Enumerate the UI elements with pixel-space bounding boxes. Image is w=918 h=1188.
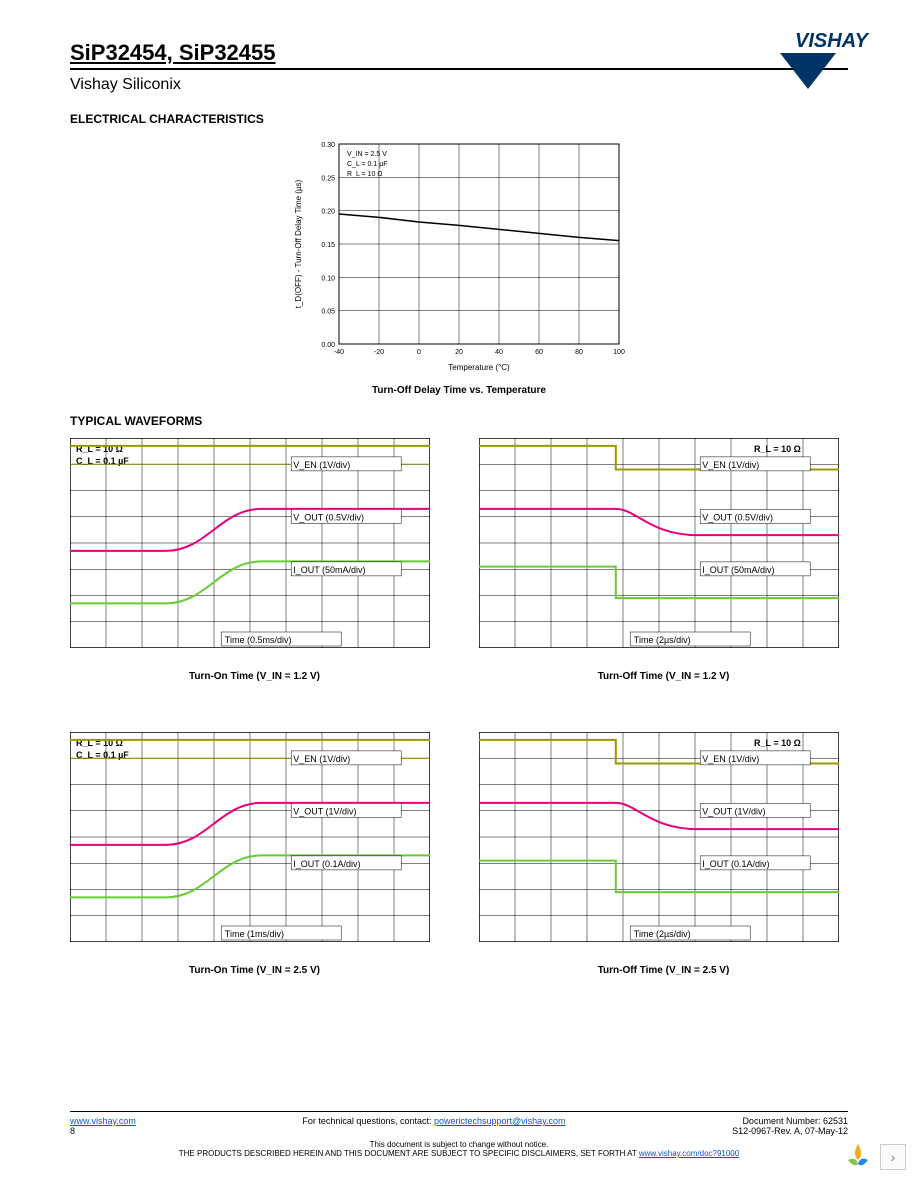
svg-text:60: 60 — [535, 349, 543, 356]
vishay-logo: VISHAY — [748, 30, 868, 90]
logo-triangle-icon — [780, 53, 836, 89]
next-page-button[interactable]: › — [880, 1144, 906, 1170]
section-electrical: ELECTRICAL CHARACTERISTICS — [70, 112, 848, 126]
svg-text:I_OUT (0.1A/div): I_OUT (0.1A/div) — [293, 859, 360, 869]
scope-plot: R_L = 10 ΩC_L = 0.1 µFV_EN (1V/div)V_OUT… — [70, 732, 430, 942]
footer-email[interactable]: powerictechsupport@vishay.com — [434, 1116, 566, 1126]
waveform-caption: Turn-On Time (V_IN = 2.5 V) — [70, 965, 439, 976]
svg-text:V_EN (1V/div): V_EN (1V/div) — [293, 460, 350, 470]
svg-text:-40: -40 — [334, 349, 344, 356]
svg-text:Time (0.5ms/div): Time (0.5ms/div) — [225, 635, 292, 645]
svg-text:0.10: 0.10 — [321, 275, 335, 282]
scope-plot: R_L = 10 ΩC_L = 0.1 µFV_EN (1V/div)V_OUT… — [479, 438, 839, 648]
waveform-3: R_L = 10 ΩC_L = 0.1 µFV_EN (1V/div)V_OUT… — [479, 732, 848, 976]
svg-text:0.00: 0.00 — [321, 342, 335, 349]
waveform-caption: Turn-Off Time (V_IN = 1.2 V) — [479, 671, 848, 682]
disclaimer-url[interactable]: www.vishay.com/doc?91000 — [639, 1149, 739, 1158]
svg-text:0.15: 0.15 — [321, 242, 335, 249]
svg-text:t_D(OFF) - Turn-Off Delay Time: t_D(OFF) - Turn-Off Delay Time (µs) — [294, 179, 303, 308]
svg-text:0.05: 0.05 — [321, 309, 335, 316]
svg-text:V_EN (1V/div): V_EN (1V/div) — [702, 754, 759, 764]
disclaimer-2: THE PRODUCTS DESCRIBED HEREIN AND THIS D… — [179, 1149, 637, 1158]
svg-text:V_OUT (0.5V/div): V_OUT (0.5V/div) — [702, 512, 773, 522]
svg-text:Temperature (°C): Temperature (°C) — [448, 363, 510, 372]
svg-text:Time (2µs/div): Time (2µs/div) — [634, 635, 691, 645]
svg-text:40: 40 — [495, 349, 503, 356]
svg-text:V_EN (1V/div): V_EN (1V/div) — [702, 460, 759, 470]
svg-text:0.30: 0.30 — [321, 142, 335, 149]
svg-text:V_IN = 2.5 V: V_IN = 2.5 V — [347, 151, 387, 158]
footer-url-left[interactable]: www.vishay.com — [70, 1116, 136, 1126]
svg-text:-20: -20 — [374, 349, 384, 356]
section-waveforms: TYPICAL WAVEFORMS — [70, 414, 848, 428]
logo-text: VISHAY — [748, 30, 868, 53]
svg-text:Time (2µs/div): Time (2µs/div) — [634, 929, 691, 939]
waveform-2: R_L = 10 ΩC_L = 0.1 µFV_EN (1V/div)V_OUT… — [70, 732, 439, 976]
svg-text:0.20: 0.20 — [321, 209, 335, 216]
disclaimer-1: This document is subject to change witho… — [370, 1140, 549, 1149]
svg-text:100: 100 — [613, 349, 625, 356]
svg-text:0: 0 — [417, 349, 421, 356]
turn-off-delay-chart: -40 -20 0 20 40 60 80 100 0.00 0.05 0.10 0.15 0.20 0.… — [289, 134, 629, 374]
scope-plot: R_L = 10 ΩC_L = 0.1 µFV_EN (1V/div)V_OUT… — [70, 438, 430, 648]
svg-text:80: 80 — [575, 349, 583, 356]
waveform-0: R_L = 10 ΩC_L = 0.1 µFV_EN (1V/div)V_OUT… — [70, 438, 439, 682]
svg-text:I_OUT (50mA/div): I_OUT (50mA/div) — [293, 565, 365, 575]
corner-logo-icon — [842, 1140, 874, 1172]
doc-rev: S12-0967-Rev. A, 07-May-12 — [732, 1126, 848, 1136]
svg-text:I_OUT (50mA/div): I_OUT (50mA/div) — [702, 565, 774, 575]
page-footer: www.vishay.com 8 For technical questions… — [70, 1111, 848, 1158]
svg-text:V_OUT (0.5V/div): V_OUT (0.5V/div) — [293, 512, 364, 522]
scope-plot: R_L = 10 ΩC_L = 0.1 µFV_EN (1V/div)V_OUT… — [479, 732, 839, 942]
doc-number: Document Number: 62531 — [742, 1116, 848, 1126]
waveform-caption: Turn-Off Time (V_IN = 2.5 V) — [479, 965, 848, 976]
svg-text:20: 20 — [455, 349, 463, 356]
svg-text:R_L = 10 Ω: R_L = 10 Ω — [754, 738, 801, 748]
svg-text:R_L = 10 Ω: R_L = 10 Ω — [754, 444, 801, 454]
svg-text:V_OUT (1V/div): V_OUT (1V/div) — [293, 806, 356, 816]
subtitle: Vishay Siliconix — [70, 76, 848, 94]
svg-text:V_OUT (1V/div): V_OUT (1V/div) — [702, 806, 765, 816]
svg-text:Time (1ms/div): Time (1ms/div) — [225, 929, 284, 939]
svg-text:R_L = 10 Ω: R_L = 10 Ω — [347, 171, 383, 178]
top-chart-caption: Turn-Off Delay Time vs. Temperature — [289, 385, 629, 396]
page-number: 8 — [70, 1126, 75, 1136]
footer-contact-prefix: For technical questions, contact: — [302, 1116, 431, 1126]
svg-text:I_OUT (0.1A/div): I_OUT (0.1A/div) — [702, 859, 769, 869]
waveform-1: R_L = 10 ΩC_L = 0.1 µFV_EN (1V/div)V_OUT… — [479, 438, 848, 682]
svg-text:V_EN (1V/div): V_EN (1V/div) — [293, 754, 350, 764]
waveform-caption: Turn-On Time (V_IN = 1.2 V) — [70, 671, 439, 682]
svg-text:C_L = 0.1 µF: C_L = 0.1 µF — [347, 161, 388, 168]
part-number-title: SiP32454, SiP32455 — [70, 40, 276, 66]
svg-text:0.25: 0.25 — [321, 175, 335, 182]
